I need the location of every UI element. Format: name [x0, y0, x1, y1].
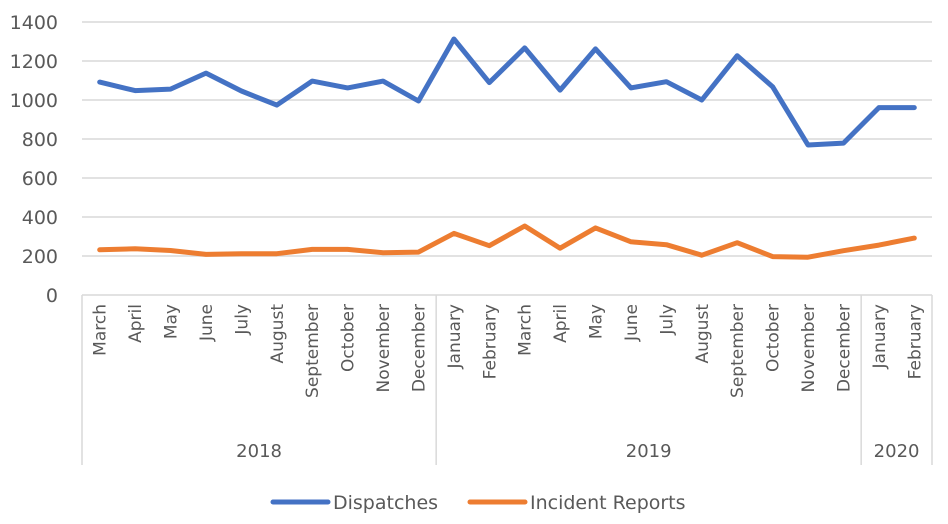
series-line-incident-reports: [97, 223, 917, 260]
x-tick-label: November: [374, 304, 394, 392]
x-tick-label: September: [728, 304, 748, 398]
series-line-dispatches: [97, 36, 917, 148]
x-tick-label: October: [339, 304, 359, 372]
x-tick-label: May: [587, 304, 607, 339]
y-tick-label: 600: [22, 168, 58, 190]
x-tick-label: May: [162, 304, 182, 339]
x-tick-label: June: [622, 304, 642, 342]
y-axis-ticks: 0 200 400 600 800 1000 1200 1400: [10, 12, 58, 307]
y-tick-label: 400: [22, 207, 58, 229]
x-tick-label: November: [799, 304, 819, 392]
x-group-label: 2020: [874, 441, 920, 462]
x-tick-label: June: [197, 304, 217, 342]
x-group-label: 2018: [236, 441, 282, 462]
x-tick-label: August: [268, 304, 288, 364]
x-tick-label: September: [303, 304, 323, 398]
y-tick-label: 800: [22, 129, 58, 151]
x-tick-label: April: [126, 304, 146, 343]
x-tick-label: December: [834, 304, 854, 392]
x-tick-label: March: [91, 304, 111, 356]
legend-label: Dispatches: [333, 492, 438, 514]
legend: Dispatches Incident Reports: [270, 492, 686, 514]
y-tick-label: 200: [22, 246, 58, 268]
y-tick-label: 0: [46, 285, 58, 307]
y-tick-label: 1200: [10, 51, 58, 73]
gridlines: [82, 21, 932, 257]
x-group-label: 2019: [626, 441, 672, 462]
x-tick-label: July: [657, 304, 677, 336]
x-tick-label: December: [409, 304, 429, 392]
x-tick-label: October: [764, 304, 784, 372]
x-tick-label: July: [232, 304, 252, 336]
x-axis: March April May June July August September Octo…: [81, 294, 933, 465]
x-tick-label: January: [870, 304, 890, 369]
x-tick-label: August: [693, 304, 713, 364]
x-tick-label: April: [551, 304, 571, 343]
y-tick-label: 1000: [10, 90, 58, 112]
x-tick-label: February: [480, 304, 500, 379]
x-tick-label: January: [445, 304, 465, 369]
y-tick-label: 1400: [10, 12, 58, 34]
series-lines: [97, 36, 917, 260]
x-tick-label: March: [516, 304, 536, 356]
x-tick-label: February: [905, 304, 925, 379]
legend-label: Incident Reports: [530, 492, 686, 514]
